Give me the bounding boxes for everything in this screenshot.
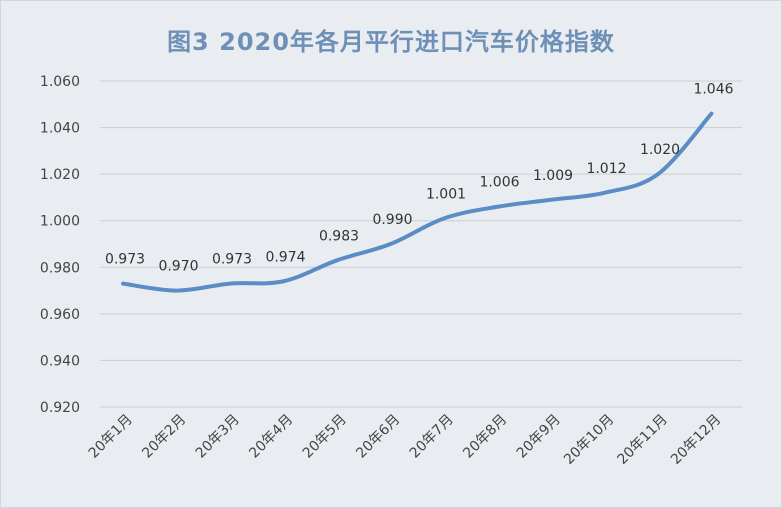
data-label: 0.990 bbox=[372, 212, 412, 228]
data-label: 0.973 bbox=[105, 252, 145, 268]
y-tick-label: 1.020 bbox=[40, 167, 80, 183]
data-label: 1.012 bbox=[586, 161, 626, 177]
data-label: 1.006 bbox=[479, 175, 519, 191]
y-tick-label: 0.920 bbox=[40, 400, 80, 416]
data-label: 0.983 bbox=[319, 228, 359, 244]
x-tick-label: 20年1月 bbox=[86, 412, 136, 462]
y-tick-label: 0.980 bbox=[40, 260, 80, 276]
y-tick-label: 0.960 bbox=[40, 307, 80, 323]
x-tick-label: 20年7月 bbox=[407, 412, 457, 462]
data-label: 1.001 bbox=[426, 186, 466, 202]
data-label: 0.974 bbox=[265, 249, 305, 265]
data-label: 1.046 bbox=[693, 82, 733, 98]
data-label: 0.973 bbox=[212, 252, 252, 268]
series-line bbox=[121, 111, 714, 293]
y-tick-label: 1.040 bbox=[40, 121, 80, 137]
x-tick-label: 20年2月 bbox=[139, 412, 189, 462]
x-tick-label: 20年5月 bbox=[300, 412, 350, 462]
chart-title: 图3 2020年各月平行进口汽车价格指数 bbox=[167, 28, 615, 56]
x-tick-label: 20年12月 bbox=[668, 412, 724, 468]
y-tick-label: 0.940 bbox=[40, 353, 80, 369]
x-tick-label: 20年6月 bbox=[353, 412, 403, 462]
y-tick-label: 1.000 bbox=[40, 214, 80, 230]
data-label: 1.009 bbox=[533, 168, 573, 184]
x-tick-label: 20年3月 bbox=[193, 412, 243, 462]
x-tick-label: 20年10月 bbox=[561, 412, 617, 468]
data-label: 0.970 bbox=[158, 259, 198, 275]
x-tick-label: 20年11月 bbox=[615, 412, 671, 468]
data-label: 1.020 bbox=[640, 142, 680, 158]
y-tick-label: 1.060 bbox=[40, 74, 80, 90]
x-tick-label: 20年8月 bbox=[460, 412, 510, 462]
x-tick-label: 20年4月 bbox=[246, 412, 296, 462]
x-tick-label: 20年9月 bbox=[514, 412, 564, 462]
